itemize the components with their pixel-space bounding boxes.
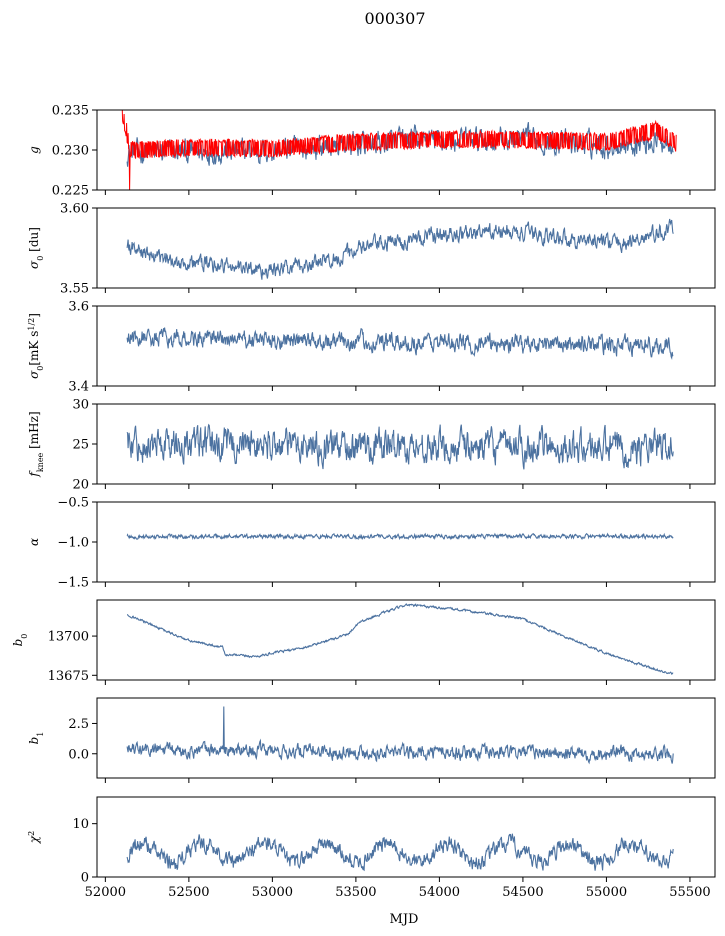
panel-g: 0.225 0.230 0.235 g [27,104,716,199]
y-tick-label-alpha: −0.5 [57,496,89,511]
y-tick-label-chi2: 10 [72,817,89,832]
series-line-b1-0 [126,706,674,765]
y-axis-label-b0: b0 [11,634,29,647]
x-tick-label: 55500 [669,885,710,900]
y-tick-label-fknee: 30 [72,398,89,413]
y-tick-label-g: 0.230 [52,144,89,159]
y-tick-label-b1: 2.5 [68,717,89,732]
panel-chi2: 0 10 52000 52500 53000 53500 54000 54500 55000 55… [27,796,716,900]
axes-frame-sigma0_mk [96,305,716,387]
y-axis-label-g: g [27,146,41,154]
y-tick-label-sigma0_du: 3.55 [60,282,89,297]
y-tick-label-chi2: 0 [81,871,89,886]
x-tick-label: 53000 [252,885,293,900]
y-tick-label-b0: 13675 [48,669,89,684]
y-axis-label-fknee: fknee [mHz] [27,411,45,477]
y-tick-label-alpha: −1.0 [57,536,89,551]
y-axis-label-chi2: χ2 [27,831,42,844]
x-tick-label: 53500 [335,885,376,900]
series-line-sigma0_du-0 [126,218,674,280]
y-axis-label-b1: b1 [27,732,45,745]
axes-frame-chi2 [96,796,716,878]
y-tick-label-g: 0.225 [52,184,89,199]
series-line-chi2-0 [126,833,674,872]
y-axis-label-sigma0_du: σ0 [du] [27,227,45,269]
y-tick-label-sigma0_mk: 3.4 [68,380,89,395]
series-line-sigma0_mk-0 [126,327,674,361]
y-tick-label-b0: 13700 [48,630,89,645]
series-line-alpha-0 [126,532,674,541]
y-tick-label-fknee: 20 [72,478,89,493]
x-axis-label: MJD [390,912,419,927]
y-tick-label-g: 0.235 [52,104,89,119]
y-tick-label-alpha: −1.5 [57,576,89,591]
axes-frame-b1 [96,697,716,779]
panel-sigma0_mk: 3.4 3.6 σ0[mK s1/2] [27,300,716,395]
series-line-g-1 [121,110,677,190]
series-line-fknee-0 [126,423,674,470]
panel-alpha: −1.5 −1.0 −0.5 α [27,496,716,591]
x-tick-label: 54000 [419,885,460,900]
panel-fknee: 20 25 30 fknee [mHz] [27,398,716,493]
y-axis-label-sigma0_mk: σ0[mK s1/2] [27,313,45,379]
panel-sigma0_du: 3.55 3.60 σ0 [du] [27,202,716,297]
y-tick-label-sigma0_mk: 3.6 [68,300,89,315]
x-tick-label: 55000 [586,885,627,900]
x-tick-label: 54500 [502,885,543,900]
y-tick-label-b1: 0.0 [68,747,89,762]
panel-b1: 0.0 2.5 b1 [27,697,716,783]
x-tick-label: 52000 [85,885,126,900]
y-axis-label-alpha: α [27,538,41,546]
series-line-b0-0 [127,602,674,675]
figure-title: 000307 [364,9,425,28]
y-tick-label-fknee: 25 [72,438,89,453]
axes-frame-sigma0_du [96,207,716,289]
axes-frame-b0 [96,599,716,681]
y-tick-label-sigma0_du: 3.60 [60,202,89,217]
x-tick-label: 52500 [168,885,209,900]
panel-b0: 13675 13700 b0 [11,599,716,685]
axes-frame-alpha [96,501,716,583]
